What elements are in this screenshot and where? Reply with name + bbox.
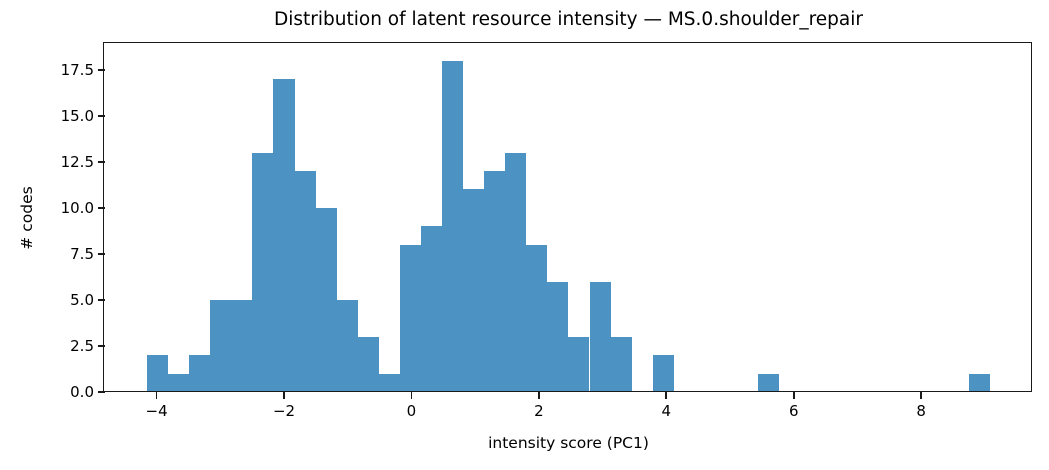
y-tick-label: 15.0 (60, 106, 94, 125)
histogram-bar (610, 336, 632, 392)
y-tick-mark (98, 161, 105, 163)
histogram-bar (252, 152, 274, 392)
histogram-bar (168, 373, 190, 392)
y-tick-mark (98, 115, 105, 117)
x-tick-label: 0 (406, 402, 417, 420)
x-tick-mark (283, 392, 285, 399)
y-tick-label: 17.5 (60, 60, 94, 79)
histogram-bar (526, 244, 548, 392)
histogram-bar (589, 281, 611, 392)
chart-title: Distribution of latent resource intensit… (273, 9, 864, 30)
histogram-bar (568, 336, 590, 392)
x-tick-mark (920, 392, 922, 399)
histogram-bar (652, 355, 674, 392)
histogram-bar (547, 281, 569, 392)
y-tick-mark (98, 68, 105, 71)
histogram-bar (463, 189, 485, 392)
histogram-bar (189, 355, 211, 392)
x-tick-mark (155, 392, 158, 399)
histogram-bar (420, 226, 442, 392)
x-tick-label: 2 (534, 402, 544, 420)
histogram-bar (484, 171, 506, 392)
histogram-bar (315, 207, 337, 392)
x-tick-mark (538, 392, 540, 399)
x-tick-label: 8 (916, 402, 926, 420)
histogram-bars (105, 44, 1032, 392)
x-tick-label: −4 (145, 402, 168, 420)
histogram-bar (147, 355, 169, 392)
y-tick-label: 5.0 (70, 290, 94, 309)
y-tick-mark (98, 345, 105, 347)
x-tick-mark (410, 392, 413, 399)
histogram-bar (505, 152, 527, 392)
y-tick-mark (98, 299, 105, 301)
histogram-bar (357, 336, 379, 392)
histogram-bar (294, 171, 316, 392)
histogram-bar (378, 373, 400, 392)
y-tick-label: 10.0 (60, 198, 94, 217)
x-tick-mark (665, 392, 668, 399)
histogram-bar (273, 78, 295, 392)
x-tick-label: −2 (272, 402, 296, 420)
y-tick-label: 0.0 (70, 383, 94, 401)
y-tick-mark (98, 207, 105, 209)
histogram-bar (399, 244, 421, 392)
plot-area (103, 42, 1033, 393)
x-tick-mark (792, 392, 795, 399)
histogram-bar (210, 299, 232, 392)
y-tick-label: 7.5 (70, 244, 94, 263)
y-tick-label: 2.5 (70, 336, 94, 355)
y-tick-mark (98, 253, 105, 255)
histogram-bar (231, 299, 253, 392)
histogram-bar (758, 373, 780, 392)
x-tick-label: 4 (661, 402, 672, 420)
y-tick-mark (98, 391, 105, 393)
x-axis-label: intensity score (PC1) (488, 434, 649, 452)
y-tick-label: 12.5 (60, 152, 94, 171)
x-tick-label: 6 (788, 402, 799, 420)
histogram-bar (968, 373, 990, 392)
histogram-bar (336, 299, 358, 392)
histogram-bar (442, 60, 464, 392)
